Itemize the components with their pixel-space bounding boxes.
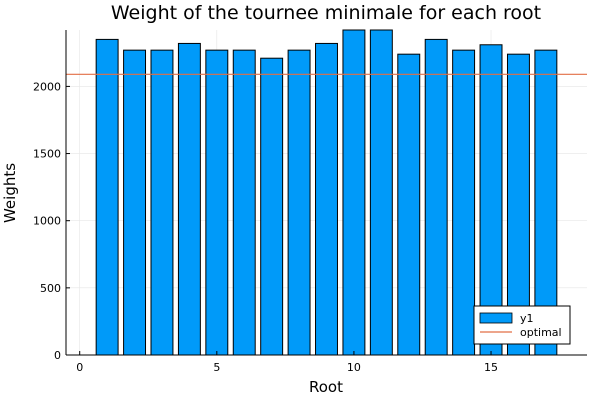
bars xyxy=(95,29,558,356)
y-tick-labels: 0 500 1000 1500 2000 xyxy=(33,80,61,362)
x-tick-labels: 0 5 10 15 xyxy=(76,361,498,374)
y-tick-label: 2000 xyxy=(33,80,61,93)
bar xyxy=(287,49,311,356)
y-tick-label: 1500 xyxy=(33,148,61,161)
legend: y1 optimal xyxy=(473,305,571,345)
bar xyxy=(369,29,393,356)
bar xyxy=(95,38,119,356)
x-tick-label: 10 xyxy=(347,361,361,374)
chart-title: Weight of the tournee minimale for each … xyxy=(111,2,541,24)
bar xyxy=(205,49,229,356)
x-axis-label: Root xyxy=(309,378,343,396)
y-tick-label: 500 xyxy=(40,282,61,295)
y-tick-label: 1000 xyxy=(33,215,61,228)
x-tick-label: 0 xyxy=(76,361,83,374)
bar xyxy=(177,42,201,356)
legend-swatch-y1 xyxy=(479,312,513,324)
legend-label-optimal: optimal xyxy=(520,326,562,339)
y-tick-label: 0 xyxy=(54,349,61,362)
legend-box xyxy=(473,305,571,345)
bar xyxy=(397,53,421,356)
axes xyxy=(65,30,587,356)
x-tick-label: 15 xyxy=(484,361,498,374)
bar xyxy=(232,49,256,356)
bar xyxy=(123,49,147,356)
bar xyxy=(342,29,366,356)
bar xyxy=(452,49,476,356)
x-tick-label: 5 xyxy=(213,361,220,374)
bar xyxy=(260,57,284,356)
bar xyxy=(315,42,338,356)
y-axis-label: Weights xyxy=(1,163,19,223)
legend-label-y1: y1 xyxy=(520,312,534,325)
bar xyxy=(424,38,448,356)
bar xyxy=(150,49,174,356)
